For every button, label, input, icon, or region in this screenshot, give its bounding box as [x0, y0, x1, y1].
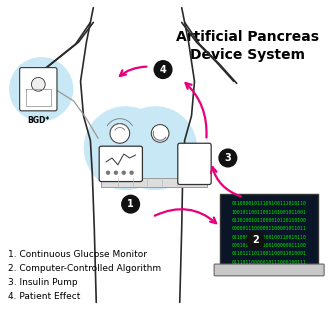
Text: 3. Insulin Pump: 3. Insulin Pump — [8, 278, 78, 287]
FancyBboxPatch shape — [214, 264, 324, 276]
Text: Artificial Pancreas
Device System: Artificial Pancreas Device System — [176, 30, 319, 62]
Text: 01100001011100100111010110: 01100001011100100111010110 — [232, 201, 306, 206]
Text: 01101001011000010110110100: 01101001011000010110110100 — [232, 218, 306, 223]
Text: 01101111011001100011010001: 01101111011001100011010001 — [232, 251, 306, 256]
FancyBboxPatch shape — [99, 146, 142, 181]
Circle shape — [122, 195, 139, 213]
Text: 1. Continuous Glucose Monitor: 1. Continuous Glucose Monitor — [8, 250, 147, 259]
FancyBboxPatch shape — [19, 68, 57, 111]
Text: 1: 1 — [127, 199, 134, 209]
Circle shape — [154, 61, 172, 78]
Text: BGD*: BGD* — [27, 116, 49, 125]
Text: 4: 4 — [160, 65, 166, 75]
Text: 2: 2 — [252, 236, 259, 246]
Circle shape — [10, 58, 73, 121]
Circle shape — [130, 171, 133, 174]
Text: 00010111001100100000011100: 00010111001100100000011100 — [232, 243, 306, 248]
Text: 01110110000010111000100111: 01110110000010111000100111 — [232, 260, 306, 265]
Circle shape — [151, 125, 169, 142]
Text: 3: 3 — [224, 153, 231, 163]
Text: 00000111000001100001011011: 00000111000001100001011011 — [232, 226, 306, 231]
Text: 10010110011001101001011001: 10010110011001101001011001 — [232, 209, 306, 214]
Circle shape — [32, 78, 45, 91]
Circle shape — [114, 107, 197, 189]
Text: 2. Computer-Controlled Algorithm: 2. Computer-Controlled Algorithm — [8, 264, 161, 273]
Circle shape — [84, 107, 167, 189]
Circle shape — [115, 171, 117, 174]
Text: 01100011011100100110010110: 01100011011100100110010110 — [232, 235, 306, 240]
Circle shape — [110, 124, 130, 143]
FancyBboxPatch shape — [178, 143, 211, 185]
FancyBboxPatch shape — [220, 194, 318, 265]
Circle shape — [247, 232, 264, 249]
Circle shape — [122, 171, 125, 174]
Circle shape — [219, 149, 237, 167]
FancyBboxPatch shape — [101, 178, 207, 187]
Text: 4. Patient Effect: 4. Patient Effect — [8, 292, 80, 300]
Circle shape — [107, 171, 110, 174]
